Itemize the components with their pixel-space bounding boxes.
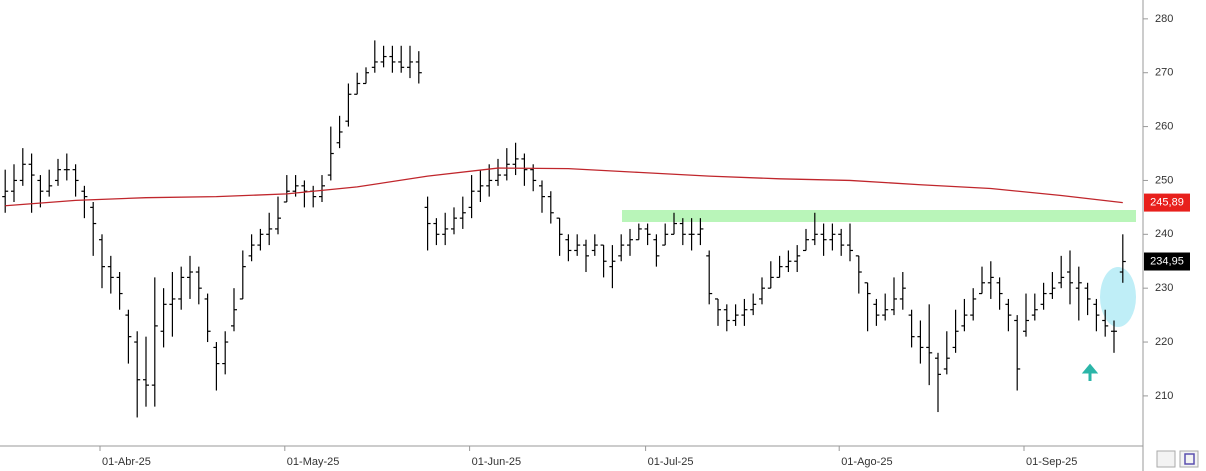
price-tag bbox=[1144, 193, 1190, 212]
price-tag-label: 234,95 bbox=[1150, 255, 1184, 267]
x-tick-label: 01-Sep-25 bbox=[1026, 456, 1077, 468]
resistance-zone bbox=[622, 210, 1136, 222]
moving-average bbox=[5, 167, 1123, 207]
x-tick-label: 01-Abr-25 bbox=[102, 456, 151, 468]
y-tick-label: 240 bbox=[1155, 228, 1173, 240]
y-tick-label: 220 bbox=[1155, 336, 1173, 348]
price-tag bbox=[1144, 252, 1190, 271]
x-tick-label: 01-Ago-25 bbox=[841, 456, 892, 468]
zoom-button[interactable] bbox=[1156, 450, 1176, 468]
y-tick-label: 280 bbox=[1155, 13, 1173, 25]
y-tick-label: 250 bbox=[1155, 174, 1173, 186]
y-tick-label: 260 bbox=[1155, 120, 1173, 132]
y-tick-label: 210 bbox=[1155, 390, 1173, 402]
price-tag-label: 245,89 bbox=[1150, 196, 1184, 208]
toolbar bbox=[1156, 450, 1199, 468]
x-tick-label: 01-Jun-25 bbox=[472, 456, 522, 468]
x-tick-label: 01-May-25 bbox=[287, 456, 340, 468]
y-tick-label: 230 bbox=[1155, 282, 1173, 294]
y-tick-label: 270 bbox=[1155, 67, 1173, 79]
x-tick-label: 01-Jul-25 bbox=[648, 456, 694, 468]
save-icon bbox=[1184, 453, 1195, 465]
highlight-ellipse bbox=[1100, 267, 1136, 327]
arrow bbox=[1081, 363, 1099, 381]
